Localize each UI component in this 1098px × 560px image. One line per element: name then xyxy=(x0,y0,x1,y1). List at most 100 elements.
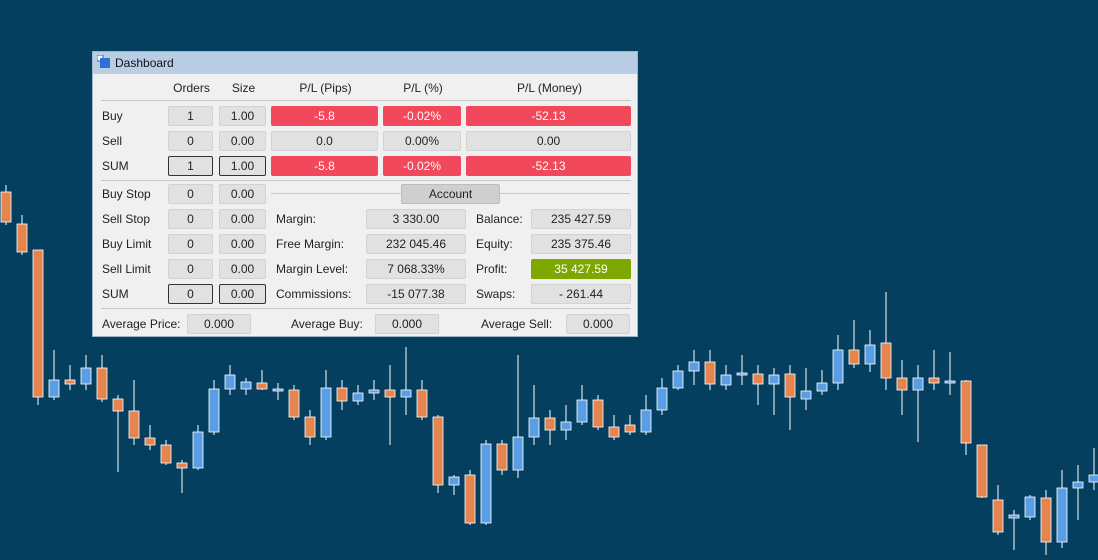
candle-body xyxy=(976,444,988,498)
value-field: 0.00 xyxy=(219,259,266,279)
candle-body xyxy=(192,431,204,469)
candle-body xyxy=(96,367,108,400)
candle-body xyxy=(480,443,492,524)
value-field: -52.13 xyxy=(466,106,631,126)
value-field: 0 xyxy=(168,284,213,304)
account-button[interactable]: Account xyxy=(401,184,500,204)
dashboard-window: Dashboard Orders Size P/L (Pips) P/L (%) P/L… xyxy=(92,51,638,337)
row-label: Sell Limit xyxy=(102,262,151,276)
field-label: Margin: xyxy=(276,212,317,226)
candle-body xyxy=(560,421,572,431)
candle-body xyxy=(128,410,140,439)
candle-body xyxy=(432,416,444,486)
candle-body xyxy=(224,374,236,390)
candle-body xyxy=(704,361,716,385)
candle-body xyxy=(784,373,796,398)
candle-body xyxy=(864,344,876,365)
candle-body xyxy=(112,398,124,412)
row-label: Buy xyxy=(102,109,123,123)
candle-body xyxy=(512,436,524,471)
candle-body xyxy=(304,416,316,438)
candle-body xyxy=(528,417,540,438)
average-label: Average Buy: xyxy=(291,317,363,331)
candle-body xyxy=(672,370,684,389)
candle-body xyxy=(496,443,508,471)
row-label: Sell xyxy=(102,134,123,148)
row-label: SUM xyxy=(102,159,129,173)
value-field: -15 077.38 xyxy=(366,284,466,304)
candle-body xyxy=(48,379,60,398)
candle-body xyxy=(80,367,92,385)
column-header: P/L (Money) xyxy=(517,81,582,95)
value-field: 0.0 xyxy=(271,131,378,151)
column-header: P/L (Pips) xyxy=(299,81,352,95)
value-field: 0.00 xyxy=(219,284,266,304)
candle-body xyxy=(656,387,668,411)
value-field: 0.00% xyxy=(383,131,461,151)
window-icon xyxy=(97,55,110,68)
row-label: Sell Stop xyxy=(102,212,151,226)
candle-body xyxy=(320,387,332,438)
candle-body xyxy=(416,389,428,418)
value-field: 0 xyxy=(168,259,213,279)
candle-body xyxy=(768,374,780,385)
field-label: Balance: xyxy=(476,212,523,226)
field-label: Equity: xyxy=(476,237,513,251)
candle-body xyxy=(688,361,700,372)
value-field: 0.00 xyxy=(466,131,631,151)
value-field: 235 375.46 xyxy=(531,234,631,254)
candle-body xyxy=(960,380,972,444)
value-field: 1 xyxy=(168,156,213,176)
value-field: 0.00 xyxy=(219,209,266,229)
value-field: -5.8 xyxy=(271,106,378,126)
candle-body xyxy=(752,373,764,385)
separator xyxy=(101,308,631,309)
candle-body xyxy=(272,388,284,392)
window-title: Dashboard xyxy=(115,56,174,70)
candle-body xyxy=(240,381,252,390)
candle-body xyxy=(448,476,460,486)
value-field: 0.00 xyxy=(219,131,266,151)
value-field: 1.00 xyxy=(219,106,266,126)
value-field: 0 xyxy=(168,209,213,229)
field-label: Profit: xyxy=(476,262,508,276)
separator xyxy=(101,100,631,101)
field-label: Free Margin: xyxy=(276,237,345,251)
candle-body xyxy=(1088,474,1098,483)
candle-body xyxy=(352,392,364,402)
value-field: -0.02% xyxy=(383,156,461,176)
value-field: 235 427.59 xyxy=(531,209,631,229)
candle-body xyxy=(624,424,636,433)
value-field: 7 068.33% xyxy=(366,259,466,279)
average-label: Average Sell: xyxy=(481,317,553,331)
value-field: - 261.44 xyxy=(531,284,631,304)
field-label: Commissions: xyxy=(276,287,352,301)
candle-body xyxy=(1008,514,1020,519)
value-field: 35 427.59 xyxy=(531,259,631,279)
column-header: Size xyxy=(231,81,256,95)
candle-body xyxy=(368,389,380,394)
candle-body xyxy=(32,249,44,398)
value-field: -0.02% xyxy=(383,106,461,126)
candle-body xyxy=(256,382,268,390)
value-field: 3 330.00 xyxy=(366,209,466,229)
candle-body xyxy=(608,426,620,438)
value-field: -52.13 xyxy=(466,156,631,176)
candle-body xyxy=(896,377,908,391)
field-label: Margin Level: xyxy=(276,262,349,276)
candle-body xyxy=(288,389,300,418)
candle-body xyxy=(576,399,588,423)
value-field: 232 045.46 xyxy=(366,234,466,254)
title-bar: Dashboard xyxy=(93,52,637,74)
candle-body xyxy=(64,379,76,385)
candle-body xyxy=(848,349,860,365)
value-field: 0 xyxy=(168,234,213,254)
column-header: Orders xyxy=(173,81,210,95)
row-label: SUM xyxy=(102,287,129,301)
average-label: Average Price: xyxy=(102,317,181,331)
candle-body xyxy=(160,444,172,464)
candle-body xyxy=(176,462,188,469)
separator xyxy=(101,180,631,181)
candle-body xyxy=(640,409,652,433)
